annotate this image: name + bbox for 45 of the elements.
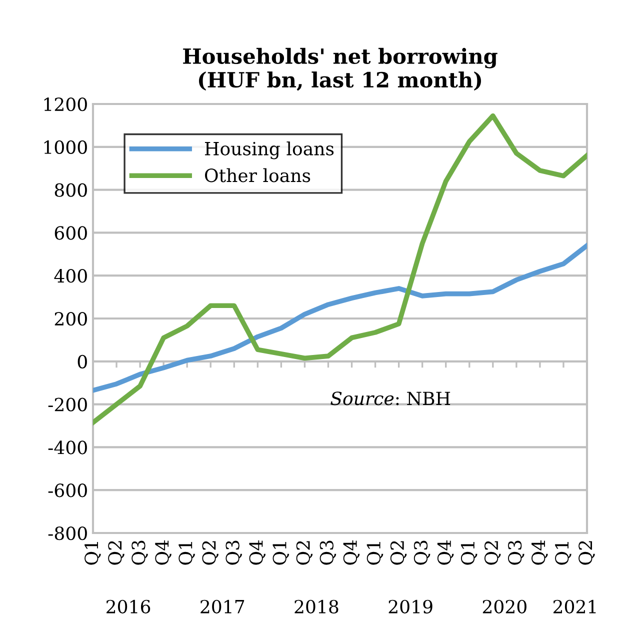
x-tick-label: Q2 (296, 541, 313, 565)
y-tick-label: -200 (48, 398, 87, 412)
x-tick-label: Q4 (155, 540, 172, 565)
x-tick-label: Q3 (226, 540, 242, 565)
x-tick-label: Q4 (532, 540, 548, 565)
x-tick-label: Q2 (202, 541, 218, 565)
x-tick-label: Q3 (132, 540, 148, 565)
x-tick-label: Q4 (249, 540, 266, 565)
legend-label: Housing loans (204, 141, 334, 160)
x-tick-label: Q2 (390, 541, 407, 565)
y-tick-label: 800 (54, 183, 87, 197)
text: 2019 (388, 600, 432, 614)
text: 2021 (553, 600, 596, 614)
y-tick-label: 200 (54, 312, 87, 326)
x-tick-label: Q1 (84, 542, 101, 565)
y-tick-label: 0 (78, 354, 87, 369)
x-tick-label: Q2 (484, 541, 501, 565)
y-tick-label: 1200 (44, 97, 87, 112)
text: 2016 (106, 600, 150, 614)
x-tick-label: Q3 (508, 540, 524, 565)
legend-label: Other loans (205, 168, 310, 182)
x-tick-label: Q2 (578, 541, 595, 565)
line-series (93, 243, 587, 393)
line-series (93, 113, 587, 425)
x-tick-label: Q1 (460, 542, 478, 565)
y-tick-label: -800 (48, 526, 87, 540)
x-tick-label: Q2 (108, 541, 124, 565)
x-tick-label: Q3 (320, 540, 336, 565)
text: 2017 (200, 600, 244, 614)
y-tick-label: 400 (54, 269, 87, 283)
chart-title: Households' net borrowing (HUF bn, last 12 month) (183, 48, 498, 91)
x-tick-label: Q1 (555, 542, 572, 565)
text: 2020 (482, 600, 526, 614)
x-tick-label: Q1 (272, 542, 290, 565)
y-tick-label: 600 (54, 226, 87, 240)
y-tick-label: -400 (48, 440, 87, 454)
annotation: Source: NBH (330, 392, 450, 406)
y-tick-label: 1000 (44, 140, 87, 154)
x-tick-label: Q1 (366, 542, 384, 565)
y-tick-label: -600 (48, 484, 87, 498)
x-tick-label: Q4 (343, 540, 360, 565)
text: 2018 (294, 600, 338, 614)
x-tick-label: Q4 (437, 540, 454, 565)
x-tick-label: Q3 (414, 540, 430, 565)
x-tick-label: Q1 (178, 542, 195, 565)
